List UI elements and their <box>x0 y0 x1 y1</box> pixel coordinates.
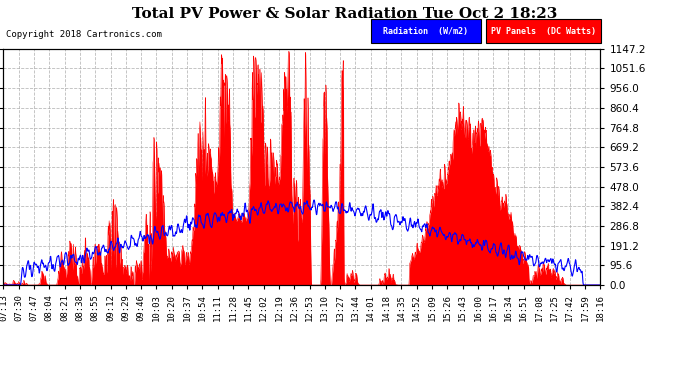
FancyBboxPatch shape <box>371 19 481 43</box>
Text: Radiation  (W/m2): Radiation (W/m2) <box>383 27 469 36</box>
Text: Copyright 2018 Cartronics.com: Copyright 2018 Cartronics.com <box>6 30 162 39</box>
Text: Total PV Power & Solar Radiation Tue Oct 2 18:23: Total PV Power & Solar Radiation Tue Oct… <box>132 8 558 21</box>
Text: PV Panels  (DC Watts): PV Panels (DC Watts) <box>491 27 595 36</box>
FancyBboxPatch shape <box>486 19 601 43</box>
